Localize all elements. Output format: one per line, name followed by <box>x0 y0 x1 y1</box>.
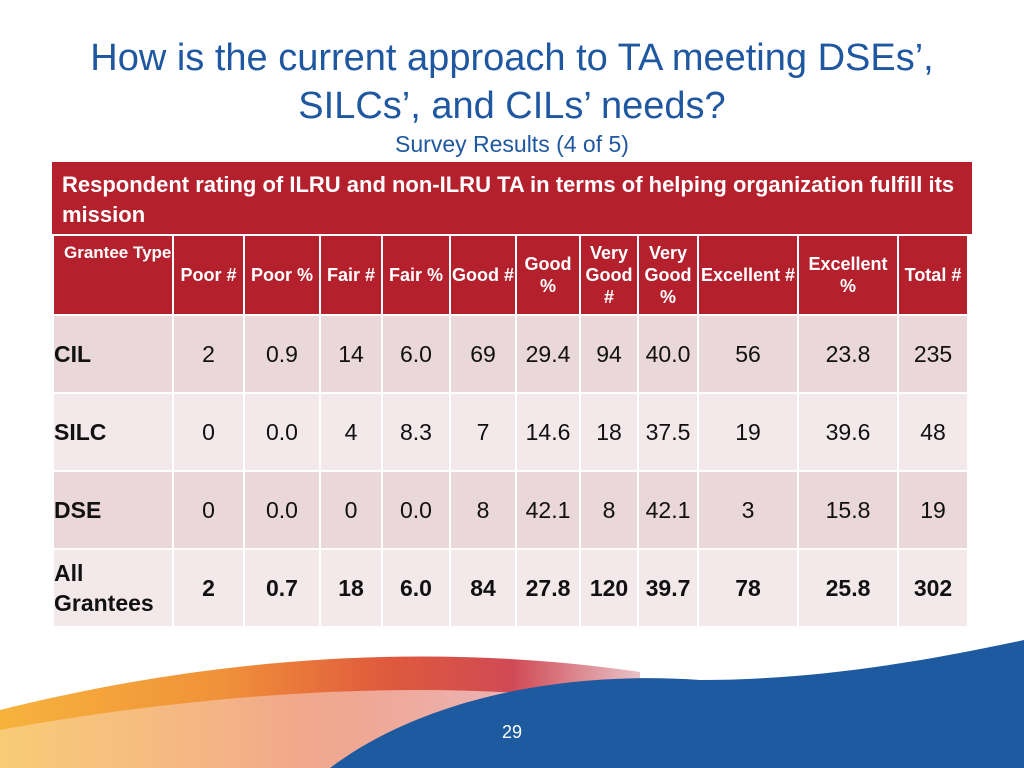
table-cell: 0.0 <box>383 472 449 550</box>
table-cell: 27.8 <box>517 550 579 628</box>
slide-subtitle: Survey Results (4 of 5) <box>395 131 629 157</box>
table-row-dse: DSE 0 0.0 0 0.0 8 42.1 8 42.1 3 15.8 19 <box>54 472 967 550</box>
table-cell: 39.7 <box>639 550 697 628</box>
header-poor-percent: Poor % <box>245 236 319 316</box>
table-row-all-grantees: All Grantees 2 0.7 18 6.0 84 27.8 120 39… <box>54 550 967 628</box>
footer-blue-band <box>330 640 1024 768</box>
table-row-silc: SILC 0 0.0 4 8.3 7 14.6 18 37.5 19 39.6 … <box>54 394 967 472</box>
header-very-good-count: Very Good # <box>581 236 637 316</box>
table-cell: 0 <box>174 472 243 550</box>
table-cell: 0 <box>321 472 381 550</box>
row-label: All Grantees <box>54 550 172 628</box>
table-cell: 42.1 <box>639 472 697 550</box>
header-very-good-percent: Very Good % <box>639 236 697 316</box>
table-cell: 29.4 <box>517 316 579 394</box>
header-good-percent: Good % <box>517 236 579 316</box>
header-poor-count: Poor # <box>174 236 243 316</box>
table-cell: 14 <box>321 316 381 394</box>
table-cell: 0.7 <box>245 550 319 628</box>
table-cell: 0.0 <box>245 394 319 472</box>
table-cell: 302 <box>899 550 967 628</box>
slide-title: How is the current approach to TA meetin… <box>90 37 934 127</box>
header-fair-count: Fair # <box>321 236 381 316</box>
table-row-cil: CIL 2 0.9 14 6.0 69 29.4 94 40.0 56 23.8… <box>54 316 967 394</box>
table-cell: 94 <box>581 316 637 394</box>
table-cell: 19 <box>899 472 967 550</box>
table-cell: 2 <box>174 316 243 394</box>
table-cell: 3 <box>699 472 797 550</box>
table-cell: 23.8 <box>799 316 897 394</box>
table-cell: 78 <box>699 550 797 628</box>
table-cell: 18 <box>321 550 381 628</box>
table-cell: 14.6 <box>517 394 579 472</box>
row-label: DSE <box>54 472 172 550</box>
table-cell: 120 <box>581 550 637 628</box>
table-cell: 7 <box>451 394 515 472</box>
header-grantee-type: Grantee Type <box>54 236 172 316</box>
row-label: CIL <box>54 316 172 394</box>
table-cell: 39.6 <box>799 394 897 472</box>
table-cell: 8 <box>581 472 637 550</box>
footer-swoosh-graphic <box>0 640 1024 768</box>
page-number: 29 <box>501 722 523 742</box>
header-fair-percent: Fair % <box>383 236 449 316</box>
table-cell: 25.8 <box>799 550 897 628</box>
row-label: SILC <box>54 394 172 472</box>
table-cell: 8 <box>451 472 515 550</box>
table-cell: 84 <box>451 550 515 628</box>
table-cell: 42.1 <box>517 472 579 550</box>
header-excellent-count: Excellent # <box>699 236 797 316</box>
table-cell: 69 <box>451 316 515 394</box>
table-cell: 0.9 <box>245 316 319 394</box>
table-cell: 56 <box>699 316 797 394</box>
header-excellent-percent: Excellent % <box>799 236 897 316</box>
table-cell: 0 <box>174 394 243 472</box>
header-total-count: Total # <box>899 236 967 316</box>
table-cell: 48 <box>899 394 967 472</box>
header-good-count: Good # <box>451 236 515 316</box>
table-cell: 6.0 <box>383 550 449 628</box>
table-cell: 6.0 <box>383 316 449 394</box>
table-header-row: Grantee Type Poor # Poor % Fair # Fair %… <box>54 236 967 316</box>
table-caption-banner: Respondent rating of ILRU and non-ILRU T… <box>52 162 972 234</box>
table-cell: 15.8 <box>799 472 897 550</box>
table-cell: 235 <box>899 316 967 394</box>
table-cell: 2 <box>174 550 243 628</box>
table-cell: 18 <box>581 394 637 472</box>
table-cell: 40.0 <box>639 316 697 394</box>
table-cell: 0.0 <box>245 472 319 550</box>
table-cell: 37.5 <box>639 394 697 472</box>
table-cell: 8.3 <box>383 394 449 472</box>
survey-results-table: Grantee Type Poor # Poor % Fair # Fair %… <box>52 236 969 628</box>
table-cell: 19 <box>699 394 797 472</box>
table-cell: 4 <box>321 394 381 472</box>
